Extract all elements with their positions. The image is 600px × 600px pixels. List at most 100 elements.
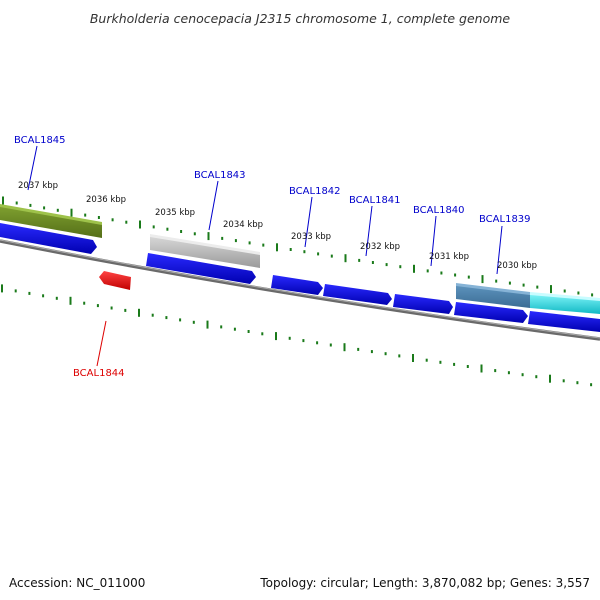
minor-tick [303, 250, 306, 254]
gene-arrow-bcal1839[interactable] [454, 302, 528, 323]
gene-arrow-bcal1842[interactable] [271, 275, 323, 295]
minor-tick [111, 218, 114, 222]
minor-tick [370, 350, 373, 354]
minor-tick [262, 243, 265, 247]
minor-tick [124, 308, 127, 312]
minor-tick [358, 258, 361, 262]
minor-tick [454, 273, 457, 277]
minor-tick [96, 304, 99, 308]
gene-label-bcal1843[interactable]: BCAL1843 [194, 170, 246, 181]
minor-tick [384, 352, 387, 356]
minor-tick [494, 369, 497, 373]
minor-tick [329, 343, 332, 347]
minor-tick [15, 201, 18, 205]
minor-tick [425, 358, 428, 362]
minor-tick [317, 252, 320, 256]
minor-tick [43, 206, 46, 210]
leader-line-bcal1844 [96, 320, 107, 367]
major-tick [481, 275, 484, 284]
minor-tick [152, 225, 155, 229]
gene-label-bcal1839[interactable]: BCAL1839 [479, 214, 531, 225]
gene-label-bcal1844[interactable]: BCAL1844 [73, 368, 125, 379]
minor-tick [590, 383, 593, 387]
minor-tick [234, 239, 237, 243]
gene-arrow-bcal1845[interactable] [0, 223, 97, 254]
minor-tick [316, 341, 319, 345]
accession-text: Accession: NC_011000 [9, 576, 145, 590]
gene-label-bcal1842[interactable]: BCAL1842 [289, 186, 341, 197]
minor-tick [193, 232, 196, 236]
minor-tick [439, 360, 442, 364]
major-tick [70, 208, 73, 217]
leader-line-bcal1841 [365, 205, 373, 257]
major-tick [343, 343, 346, 352]
minor-tick [83, 301, 86, 305]
feature-bar-olive [0, 204, 102, 238]
major-tick [413, 264, 415, 273]
major-tick [206, 320, 209, 329]
minor-tick [42, 294, 45, 298]
chromosome-backbone-highlight [0, 239, 600, 339]
minor-tick [357, 347, 360, 351]
minor-tick [97, 216, 100, 219]
minor-tick [220, 325, 223, 329]
minor-tick [192, 320, 195, 324]
leader-line-bcal1843 [208, 180, 219, 231]
minor-tick [398, 354, 401, 358]
major-tick [139, 220, 141, 229]
gene-arrow-bcal1844[interactable] [99, 271, 131, 290]
major-tick [207, 232, 210, 241]
chromosome-backbone [0, 239, 600, 341]
minor-tick [591, 293, 594, 297]
minor-tick [233, 327, 236, 331]
minor-tick [508, 281, 511, 285]
scale-label-2031: 2031 kbp [429, 252, 469, 262]
leader-line-bcal1840 [430, 215, 437, 267]
feature-bar-steel [456, 283, 530, 308]
minor-tick [330, 254, 333, 258]
major-tick [412, 354, 414, 362]
minor-tick [453, 362, 456, 366]
gene-label-bcal1845[interactable]: BCAL1845 [14, 135, 66, 146]
outer-scale-ticks [2, 196, 594, 297]
gene-arrow-bcal1840[interactable] [393, 294, 453, 314]
minor-tick [495, 279, 498, 283]
minor-tick [110, 306, 113, 310]
minor-tick [507, 371, 510, 375]
major-tick [549, 374, 551, 383]
minor-tick [536, 285, 539, 289]
leader-line-bcal1842 [304, 196, 313, 248]
scale-label-2035: 2035 kbp [155, 208, 195, 218]
gene-label-bcal1841[interactable]: BCAL1841 [349, 195, 401, 206]
gene-arrow-next[interactable] [528, 311, 600, 332]
major-tick [276, 243, 278, 252]
map-title: Burkholderia cenocepacia J2315 chromosom… [90, 11, 511, 26]
gene-arrow-bcal1841[interactable] [323, 284, 392, 305]
scale-label-2036: 2036 kbp [86, 195, 126, 205]
feature-bar-gray [150, 234, 260, 268]
minor-tick [521, 373, 524, 377]
feature-bar-cyan [530, 292, 600, 314]
major-tick [344, 254, 347, 263]
scale-label-2030: 2030 kbp [497, 261, 537, 271]
minor-tick [248, 241, 251, 245]
minor-tick [288, 336, 291, 340]
minor-tick [166, 227, 169, 231]
minor-tick [467, 275, 470, 279]
scale-label-2033: 2033 kbp [291, 232, 331, 242]
minor-tick [385, 263, 388, 267]
minor-tick [466, 365, 469, 368]
minor-tick [576, 381, 579, 385]
minor-tick [289, 248, 292, 251]
gene-label-bcal1840[interactable]: BCAL1840 [413, 205, 465, 216]
minor-tick [302, 339, 305, 343]
minor-tick [247, 330, 250, 333]
minor-tick [55, 296, 58, 300]
minor-tick [84, 213, 87, 217]
minor-tick [151, 313, 154, 317]
minor-tick [261, 332, 264, 336]
minor-tick [522, 283, 525, 287]
major-tick [550, 285, 552, 294]
gene-arrow-bcal1843[interactable] [146, 253, 256, 284]
minor-tick [371, 261, 374, 264]
